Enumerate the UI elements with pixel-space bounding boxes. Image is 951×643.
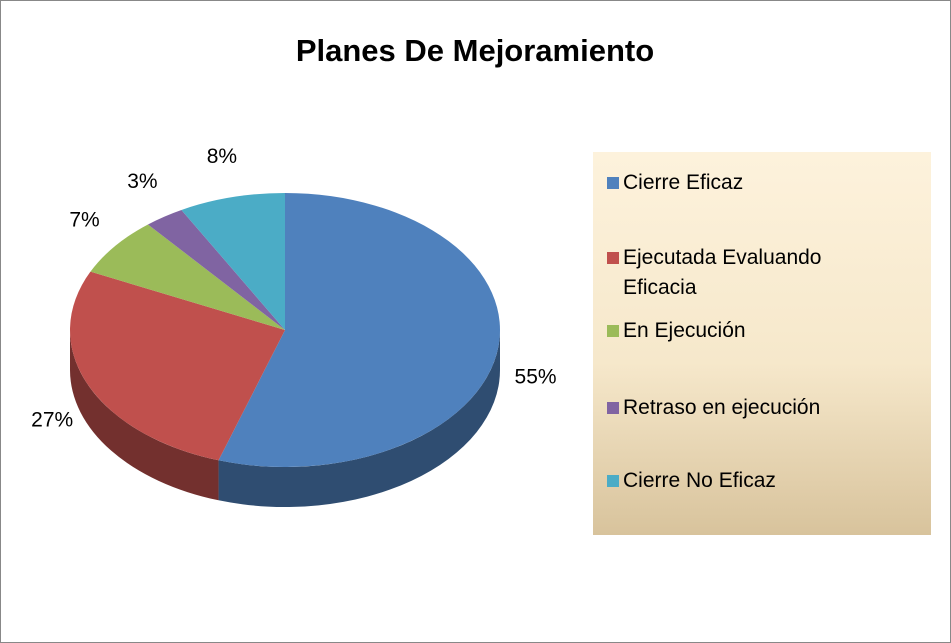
legend-item: Cierre No Eficaz (607, 466, 897, 496)
legend-label: Cierre No Eficaz (623, 469, 776, 492)
legend-swatch (607, 402, 619, 414)
legend-label: Cierre Eficaz (623, 171, 744, 194)
legend-item: Retraso en ejecución (607, 393, 897, 423)
data-label: 27% (31, 408, 73, 431)
legend-label: En Ejecución (623, 319, 746, 342)
pie-slice (181, 193, 285, 330)
data-label: 7% (69, 208, 99, 231)
pie-slice (69, 271, 285, 461)
pie-side (218, 330, 500, 507)
legend-item: Ejecutada Evaluando Eficacia (607, 243, 897, 303)
legend-swatch (607, 252, 619, 264)
legend: Cierre Eficaz Ejecutada Evaluando Eficaci… (593, 152, 931, 535)
legend-item: Cierre Eficaz (607, 168, 897, 198)
pie-side (70, 330, 219, 501)
legend-swatch (607, 475, 619, 487)
legend-label: Retraso en ejecución (623, 396, 821, 419)
data-label: 8% (207, 145, 237, 168)
data-label: 55% (515, 365, 557, 388)
legend-label: Ejecutada Evaluando Eficacia (623, 246, 822, 299)
legend-swatch (607, 325, 619, 337)
chart-title: Planes De Mejoramiento (296, 33, 654, 68)
legend-swatch (607, 177, 619, 189)
pie-slice (147, 209, 285, 330)
pie-slice (218, 193, 501, 467)
legend-item: En Ejecución (607, 316, 897, 346)
pie-slice (90, 224, 285, 330)
data-label: 3% (127, 170, 157, 193)
